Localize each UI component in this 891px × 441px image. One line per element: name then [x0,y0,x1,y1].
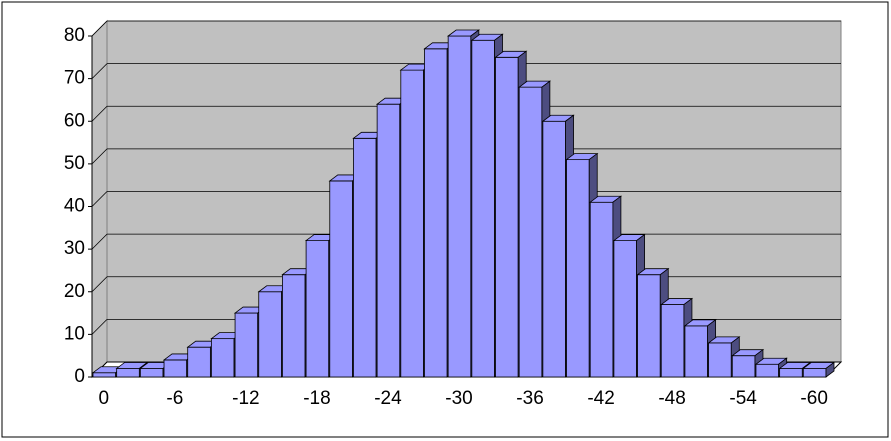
bar-front [802,368,827,378]
x-tick-label: -48 [658,388,685,409]
grid-line [91,105,108,122]
y-tick-label: 10 [64,323,85,344]
grid-line [91,276,108,293]
bar-front [163,359,188,378]
x-tick-label: -30 [445,388,472,409]
x-tick-label: -42 [587,388,614,409]
bar-front [187,346,211,378]
x-tick-label: -60 [800,388,827,409]
bar-front [139,368,164,378]
bar-front [234,312,259,378]
grid-line [91,148,108,165]
bar-side [825,361,835,378]
y-tick-label: 30 [64,238,85,259]
bar-front [116,368,140,378]
y-tick-label: 50 [64,153,85,174]
bar-front [495,56,519,378]
bar-front [353,137,377,378]
bar-front [258,291,282,378]
bar-front [542,120,566,378]
bar-front [731,355,756,378]
y-tick-label: 60 [64,110,85,131]
grid-line [91,63,108,79]
bar-front [329,180,353,378]
x-tick-label: -12 [232,388,259,409]
x-tick-label: -24 [374,388,402,409]
bar-front [755,363,780,378]
x-tick-label: -36 [516,388,543,409]
grid-line [91,319,108,335]
bar-front [637,274,661,378]
x-tick-label: -18 [303,388,330,409]
bar-front [708,342,732,378]
grid-line [91,20,108,37]
grid-line [91,191,108,207]
bar-front [589,201,614,378]
bar-front [305,240,330,378]
bar-front [613,240,637,378]
bar-front [424,48,448,378]
x-tick-label: 0 [99,388,110,409]
bar-front [518,86,543,378]
bar-front [400,69,424,378]
bar-front [210,338,235,378]
bar-front [684,325,709,378]
bar-front [92,372,117,378]
bar-front [447,35,472,378]
bar-front [282,274,306,378]
y-tick-label: 20 [64,281,85,302]
bar-front [471,39,495,378]
y-tick-label: 0 [74,366,85,387]
x-tick-label: -6 [166,388,183,409]
bar-front [376,103,401,378]
x-tick-label: -54 [729,388,757,409]
bar-front [779,368,803,378]
y-tick-label: 70 [64,68,85,89]
bar-front [660,304,685,378]
bar-front [566,159,590,378]
y-tick-label: 80 [64,25,85,46]
y-tick-label: 40 [64,196,85,217]
grid-line [91,233,108,250]
